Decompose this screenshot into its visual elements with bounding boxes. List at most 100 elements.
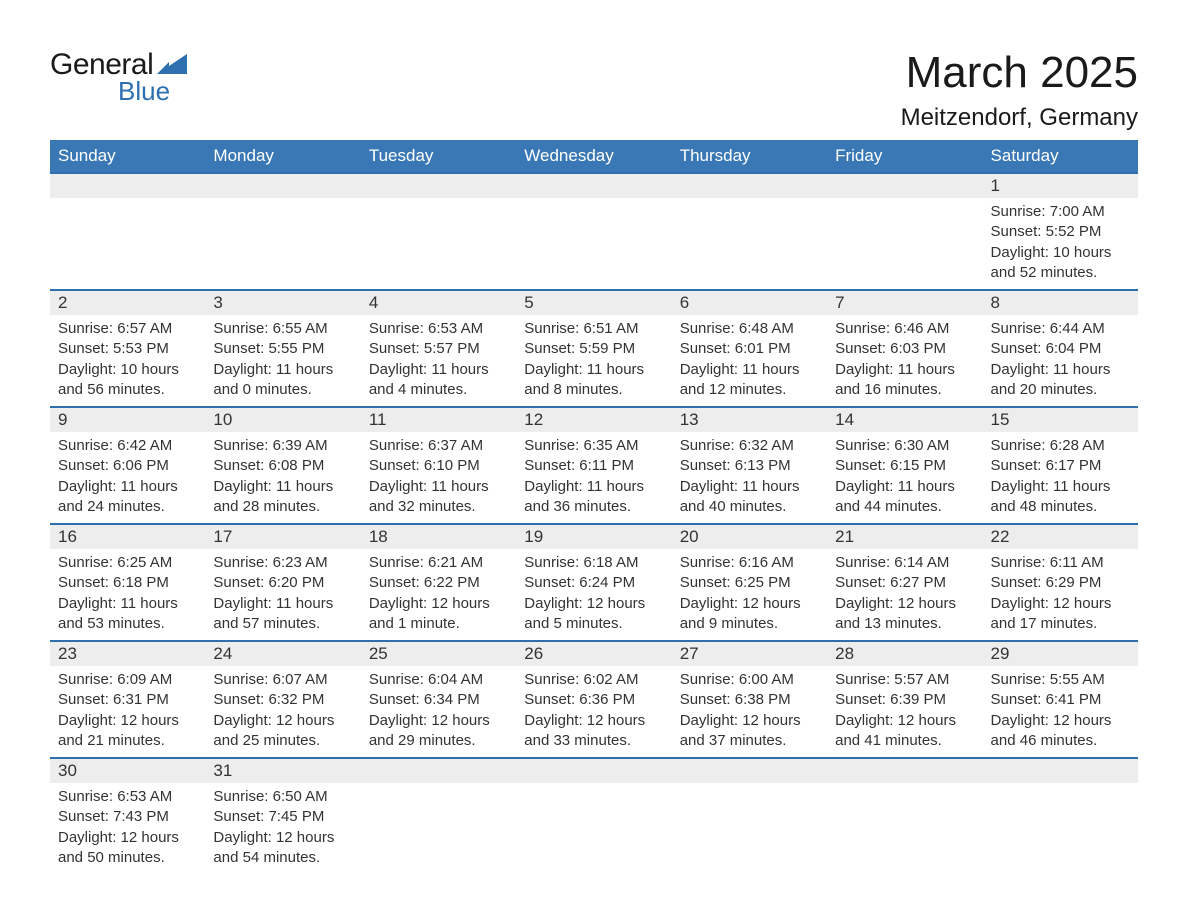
sunrise: Sunrise: 6:39 AM: [213, 436, 352, 456]
empty-cell: [516, 758, 671, 783]
daylight: Daylight: 11 hours and 36 minutes.: [524, 477, 663, 518]
day-number: 5: [516, 290, 671, 315]
sunset: Sunset: 6:34 PM: [369, 690, 508, 710]
empty-cell: [983, 758, 1138, 783]
empty-cell: [672, 758, 827, 783]
day-number: 9: [50, 407, 205, 432]
day-header: Sunday: [50, 140, 205, 173]
day-details: Sunrise: 6:48 AMSunset: 6:01 PMDaylight:…: [672, 315, 827, 407]
empty-cell: [205, 173, 360, 198]
day-header: Wednesday: [516, 140, 671, 173]
daylight: Daylight: 12 hours and 41 minutes.: [835, 711, 974, 752]
empty-cell: [827, 173, 982, 198]
day-number: 16: [50, 524, 205, 549]
daylight: Daylight: 11 hours and 16 minutes.: [835, 360, 974, 401]
daylight: Daylight: 11 hours and 28 minutes.: [213, 477, 352, 518]
sunset: Sunset: 5:53 PM: [58, 339, 197, 359]
day-details: Sunrise: 5:57 AMSunset: 6:39 PMDaylight:…: [827, 666, 982, 758]
day-details: Sunrise: 6:16 AMSunset: 6:25 PMDaylight:…: [672, 549, 827, 641]
daylight: Daylight: 12 hours and 33 minutes.: [524, 711, 663, 752]
sunset: Sunset: 6:41 PM: [991, 690, 1130, 710]
empty-cell: [827, 758, 982, 783]
empty-cell: [361, 783, 516, 874]
sunrise: Sunrise: 6:35 AM: [524, 436, 663, 456]
sunset: Sunset: 7:43 PM: [58, 807, 197, 827]
daynum-row: 2345678: [50, 290, 1138, 315]
day-number: 14: [827, 407, 982, 432]
daylight: Daylight: 12 hours and 25 minutes.: [213, 711, 352, 752]
sunrise: Sunrise: 6:53 AM: [58, 787, 197, 807]
sunrise: Sunrise: 6:18 AM: [524, 553, 663, 573]
empty-cell: [361, 198, 516, 290]
empty-cell: [672, 783, 827, 874]
daylight: Daylight: 11 hours and 24 minutes.: [58, 477, 197, 518]
daylight: Daylight: 12 hours and 17 minutes.: [991, 594, 1130, 635]
day-details: Sunrise: 6:55 AMSunset: 5:55 PMDaylight:…: [205, 315, 360, 407]
empty-cell: [672, 173, 827, 198]
sunrise: Sunrise: 6:00 AM: [680, 670, 819, 690]
daylight: Daylight: 10 hours and 52 minutes.: [991, 243, 1130, 284]
day-details: Sunrise: 6:02 AMSunset: 6:36 PMDaylight:…: [516, 666, 671, 758]
day-number: 22: [983, 524, 1138, 549]
day-details: Sunrise: 6:09 AMSunset: 6:31 PMDaylight:…: [50, 666, 205, 758]
sunrise: Sunrise: 6:53 AM: [369, 319, 508, 339]
calendar-table: SundayMondayTuesdayWednesdayThursdayFrid…: [50, 140, 1138, 874]
sunset: Sunset: 6:18 PM: [58, 573, 197, 593]
daylight: Daylight: 12 hours and 9 minutes.: [680, 594, 819, 635]
day-details: Sunrise: 5:55 AMSunset: 6:41 PMDaylight:…: [983, 666, 1138, 758]
empty-cell: [827, 783, 982, 874]
daylight: Daylight: 11 hours and 57 minutes.: [213, 594, 352, 635]
day-number: 2: [50, 290, 205, 315]
daylight: Daylight: 11 hours and 20 minutes.: [991, 360, 1130, 401]
details-row: Sunrise: 6:25 AMSunset: 6:18 PMDaylight:…: [50, 549, 1138, 641]
day-details: Sunrise: 6:14 AMSunset: 6:27 PMDaylight:…: [827, 549, 982, 641]
day-number: 29: [983, 641, 1138, 666]
sunrise: Sunrise: 7:00 AM: [991, 202, 1130, 222]
day-details: Sunrise: 6:37 AMSunset: 6:10 PMDaylight:…: [361, 432, 516, 524]
sunrise: Sunrise: 6:51 AM: [524, 319, 663, 339]
page-header: General Blue March 2025 Meitzendorf, Ger…: [50, 48, 1138, 132]
day-number: 8: [983, 290, 1138, 315]
daynum-row: 23242526272829: [50, 641, 1138, 666]
day-number: 17: [205, 524, 360, 549]
sunrise: Sunrise: 6:46 AM: [835, 319, 974, 339]
empty-cell: [50, 173, 205, 198]
day-number: 18: [361, 524, 516, 549]
month-title: March 2025: [901, 48, 1138, 98]
sunrise: Sunrise: 6:44 AM: [991, 319, 1130, 339]
day-number: 12: [516, 407, 671, 432]
sunset: Sunset: 6:01 PM: [680, 339, 819, 359]
sunrise: Sunrise: 6:02 AM: [524, 670, 663, 690]
daylight: Daylight: 12 hours and 29 minutes.: [369, 711, 508, 752]
empty-cell: [827, 198, 982, 290]
day-details: Sunrise: 6:39 AMSunset: 6:08 PMDaylight:…: [205, 432, 360, 524]
day-details: Sunrise: 6:53 AMSunset: 5:57 PMDaylight:…: [361, 315, 516, 407]
day-details: Sunrise: 6:23 AMSunset: 6:20 PMDaylight:…: [205, 549, 360, 641]
day-details: Sunrise: 6:32 AMSunset: 6:13 PMDaylight:…: [672, 432, 827, 524]
sunset: Sunset: 6:27 PM: [835, 573, 974, 593]
sunset: Sunset: 5:55 PM: [213, 339, 352, 359]
day-number: 26: [516, 641, 671, 666]
sunset: Sunset: 6:36 PM: [524, 690, 663, 710]
day-details: Sunrise: 6:18 AMSunset: 6:24 PMDaylight:…: [516, 549, 671, 641]
daylight: Daylight: 11 hours and 48 minutes.: [991, 477, 1130, 518]
day-number: 31: [205, 758, 360, 783]
daylight: Daylight: 12 hours and 5 minutes.: [524, 594, 663, 635]
sunset: Sunset: 5:57 PM: [369, 339, 508, 359]
daylight: Daylight: 11 hours and 0 minutes.: [213, 360, 352, 401]
empty-cell: [50, 198, 205, 290]
sunrise: Sunrise: 6:42 AM: [58, 436, 197, 456]
empty-cell: [205, 198, 360, 290]
daylight: Daylight: 12 hours and 37 minutes.: [680, 711, 819, 752]
daylight: Daylight: 11 hours and 40 minutes.: [680, 477, 819, 518]
daylight: Daylight: 11 hours and 8 minutes.: [524, 360, 663, 401]
daylight: Daylight: 11 hours and 32 minutes.: [369, 477, 508, 518]
sunrise: Sunrise: 6:57 AM: [58, 319, 197, 339]
sunrise: Sunrise: 6:11 AM: [991, 553, 1130, 573]
sunset: Sunset: 6:22 PM: [369, 573, 508, 593]
details-row: Sunrise: 7:00 AMSunset: 5:52 PMDaylight:…: [50, 198, 1138, 290]
day-details: Sunrise: 6:46 AMSunset: 6:03 PMDaylight:…: [827, 315, 982, 407]
daylight: Daylight: 12 hours and 13 minutes.: [835, 594, 974, 635]
sunrise: Sunrise: 6:50 AM: [213, 787, 352, 807]
sunrise: Sunrise: 6:07 AM: [213, 670, 352, 690]
